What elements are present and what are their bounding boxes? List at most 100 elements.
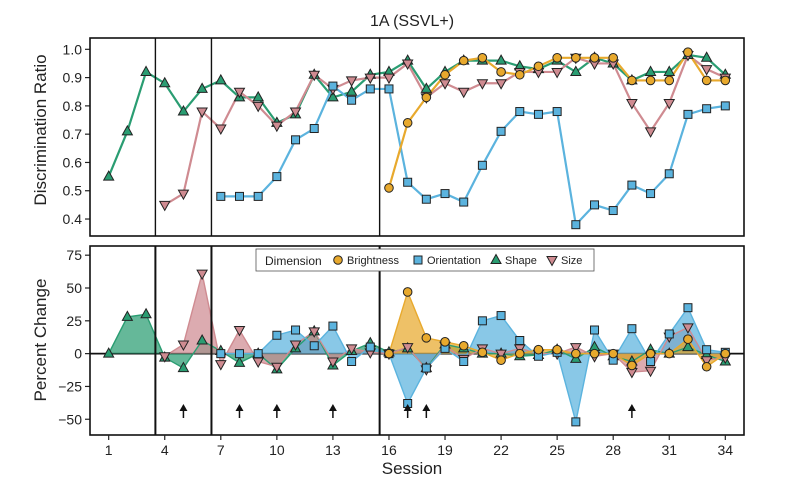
shape-point — [644, 65, 657, 76]
legend: Dimension Brightness Orientation Shape Size — [255, 248, 595, 272]
orientation-point — [646, 357, 656, 366]
size-point — [700, 356, 713, 367]
bottom-ytick-label: −25 — [58, 378, 82, 394]
size-point — [271, 362, 283, 374]
shape-point — [140, 307, 152, 319]
orientation-point — [590, 325, 600, 335]
brightness-point — [552, 344, 562, 355]
size-point — [364, 73, 377, 85]
orientation-point — [328, 321, 338, 331]
xtick-label: 16 — [381, 442, 397, 458]
shape-point — [663, 65, 676, 76]
orientation-point — [384, 84, 394, 94]
size-point — [196, 269, 208, 281]
brightness-point — [514, 348, 525, 359]
brightness-point — [421, 333, 432, 343]
brightness-point — [683, 47, 693, 57]
brightness-point — [514, 69, 525, 80]
size-point — [569, 343, 582, 354]
orientation-point — [272, 172, 282, 182]
orientation-point — [328, 81, 338, 91]
shape-point — [121, 310, 134, 321]
orientation-point — [683, 303, 693, 313]
size-point — [345, 76, 358, 87]
top-frame — [89, 37, 745, 237]
orientation-point — [702, 345, 712, 355]
orientation-point — [515, 107, 525, 117]
size-point — [177, 189, 190, 201]
top-ylabel: Discrimination Ratio — [31, 54, 50, 205]
legend-size-label: Size — [561, 255, 582, 267]
shape-point — [700, 51, 713, 62]
orientation-point — [347, 95, 357, 105]
brightness-point — [384, 183, 394, 193]
up-arrow-icon — [403, 404, 412, 418]
shape-point — [140, 65, 152, 76]
orientation-point — [683, 109, 693, 119]
orientation-point — [421, 194, 431, 204]
legend-orientation-marker — [413, 255, 423, 265]
xtick-label: 10 — [269, 442, 285, 458]
brightness-point — [440, 69, 450, 80]
xtick-label: 7 — [217, 442, 225, 458]
shape-point — [252, 90, 265, 102]
orientation-point — [552, 107, 562, 117]
orientation-point — [216, 191, 226, 201]
brightness-point — [402, 287, 413, 297]
size-point — [177, 340, 190, 351]
orientation-point — [608, 206, 618, 216]
brightness-point — [627, 75, 637, 86]
orientation-point — [646, 189, 656, 199]
size-point — [663, 99, 676, 110]
brightness-point — [533, 344, 544, 355]
size-point — [345, 344, 358, 355]
xtick-label: 4 — [161, 442, 169, 458]
top-ytick-label: 0.5 — [63, 183, 83, 199]
up-arrow-icon — [235, 404, 244, 418]
top-ytick-label: 0.6 — [63, 154, 83, 170]
bottom-ytick-label: 50 — [66, 280, 82, 296]
up-arrow-icon — [328, 404, 337, 418]
orientation-point — [496, 126, 506, 136]
brightness-point — [701, 75, 712, 86]
brightness-point — [384, 348, 394, 359]
brightness-point — [608, 348, 619, 359]
brightness-point — [720, 348, 731, 359]
xtick-label: 25 — [549, 442, 565, 458]
size-point — [158, 200, 171, 212]
orientation-point — [216, 349, 226, 359]
orientation-point — [664, 169, 674, 179]
size-point — [700, 65, 713, 76]
legend-shape-label: Shape — [505, 255, 537, 267]
orientation-point — [309, 341, 319, 351]
bottom-ytick-label: 0 — [74, 346, 82, 362]
top-series-group — [102, 47, 732, 230]
brightness-point — [571, 348, 581, 359]
brightness-point — [664, 348, 675, 359]
legend-orientation-label: Orientation — [427, 255, 481, 267]
orientation-point — [440, 189, 450, 199]
orientation-point — [720, 101, 730, 111]
orientation-point — [291, 325, 301, 335]
top-ytick-label: 0.8 — [63, 98, 83, 114]
orientation-point — [365, 342, 375, 352]
top-ytick-label: 0.4 — [63, 211, 83, 227]
brightness-point — [645, 75, 656, 86]
size-point — [327, 357, 339, 369]
legend-shape-marker — [490, 253, 502, 264]
brightness-point — [683, 334, 693, 344]
shape-point — [495, 54, 507, 65]
brightness-point — [496, 355, 506, 365]
orientation-point — [477, 316, 487, 326]
brightness-point — [496, 67, 506, 77]
orientation-line — [220, 306, 726, 423]
shape-point — [102, 170, 115, 181]
orientation-point — [253, 191, 263, 201]
orientation-point — [421, 363, 431, 373]
size-point — [439, 79, 451, 90]
top-panel: 0.4 0.5 0.6 0.7 0.8 0.9 1.0 — [63, 37, 745, 237]
up-arrow-icon — [272, 404, 281, 418]
xtick-label: 31 — [661, 442, 677, 458]
up-arrow-icon — [627, 404, 636, 418]
